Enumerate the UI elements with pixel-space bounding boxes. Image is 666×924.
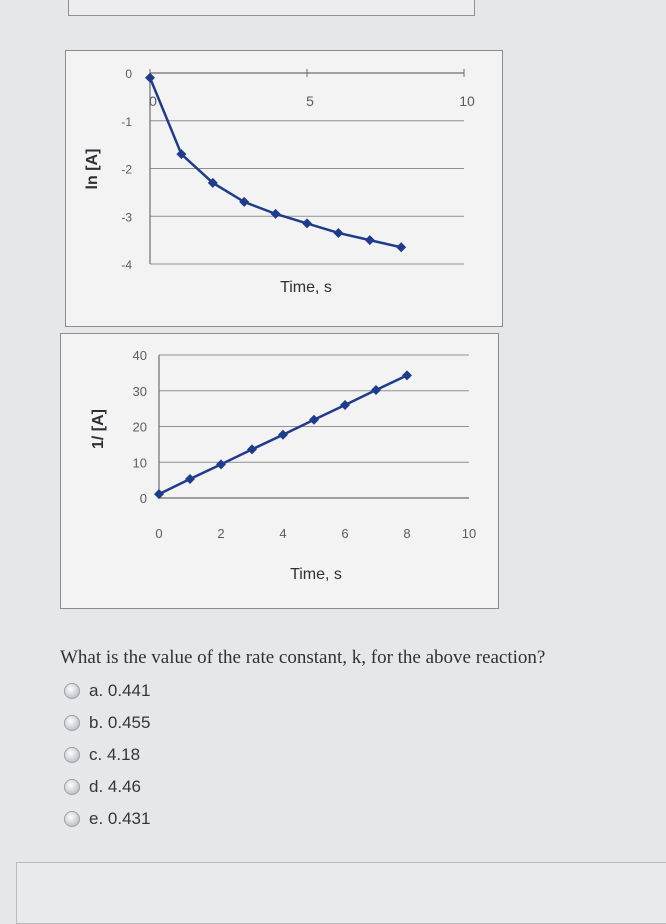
radio-button[interactable] bbox=[64, 747, 80, 763]
data-point bbox=[371, 385, 381, 396]
data-point bbox=[302, 218, 312, 229]
x-tick-label: 0 bbox=[155, 526, 162, 541]
data-line bbox=[148, 77, 402, 249]
data-point bbox=[364, 235, 375, 246]
option-d[interactable]: d. 4.46 bbox=[64, 771, 150, 803]
data-point bbox=[216, 459, 226, 470]
x-tick-label: 0 bbox=[149, 93, 157, 109]
data-point bbox=[207, 177, 218, 188]
option-a[interactable]: a. 0.441 bbox=[64, 675, 150, 707]
radio-button[interactable] bbox=[64, 715, 80, 731]
x-tick-label: 10 bbox=[462, 526, 476, 541]
x-axis-title: Time, s bbox=[280, 279, 332, 296]
y-tick-label: -1 bbox=[121, 115, 132, 129]
radio-button[interactable] bbox=[64, 811, 80, 827]
radio-button[interactable] bbox=[64, 779, 80, 795]
option-label: e. 0.431 bbox=[89, 809, 151, 828]
x-tick-label: 8 bbox=[403, 526, 410, 541]
radio-button[interactable] bbox=[64, 683, 80, 699]
data-point bbox=[270, 208, 281, 219]
y-axis-title: 1/ [A] bbox=[90, 409, 107, 449]
data-point bbox=[239, 196, 250, 207]
y-axis-title: ln [A] bbox=[84, 149, 101, 190]
option-label: a. 0.441 bbox=[89, 681, 151, 700]
data-point bbox=[396, 242, 407, 253]
data-point bbox=[247, 444, 257, 455]
data-point bbox=[340, 400, 350, 411]
y-tick-label: -4 bbox=[121, 258, 132, 272]
x-tick-label: 2 bbox=[217, 526, 224, 541]
option-c[interactable]: c. 4.18 bbox=[64, 739, 150, 771]
question-text: What is the value of the rate constant, … bbox=[60, 647, 546, 668]
x-axis-title: Time, s bbox=[290, 566, 342, 583]
option-label: b. 0.455 bbox=[89, 713, 151, 732]
y-tick-label: -2 bbox=[121, 163, 132, 177]
inverse-concentration-chart-svg: 40 30 20 10 0 0 2 4 6 8 10 Time, s 1/ [A] bbox=[90, 348, 476, 583]
option-label: d. 4.46 bbox=[89, 777, 141, 796]
y-tick-label: 20 bbox=[133, 420, 147, 435]
y-tick-label: 10 bbox=[133, 455, 147, 470]
previous-question-box bbox=[68, 0, 475, 16]
inverse-concentration-chart: 40 30 20 10 0 0 2 4 6 8 10 Time, s 1/ [A] bbox=[60, 333, 499, 609]
option-e[interactable]: e. 0.431 bbox=[64, 803, 150, 835]
y-tick-label: 0 bbox=[125, 67, 132, 81]
x-tick-label: 5 bbox=[306, 93, 314, 109]
data-point bbox=[154, 489, 164, 500]
y-tick-label: 40 bbox=[133, 348, 147, 363]
data-point bbox=[185, 474, 195, 485]
data-point bbox=[145, 72, 155, 83]
data-point bbox=[309, 414, 319, 425]
answer-options: a. 0.441 b. 0.455 c. 4.18 d. 4.46 e. 0.4… bbox=[64, 675, 150, 835]
data-point bbox=[333, 227, 344, 238]
option-label: c. 4.18 bbox=[89, 745, 141, 764]
ln-concentration-chart-svg: 0 5 10 0 -1 -2 -3 -4 Time, s ln [A] bbox=[84, 67, 475, 296]
y-tick-label: -3 bbox=[121, 210, 132, 224]
next-section-box bbox=[16, 862, 666, 924]
y-tick-label: 30 bbox=[133, 384, 147, 399]
y-tick-label: 0 bbox=[140, 491, 147, 506]
x-tick-label: 10 bbox=[459, 93, 475, 109]
x-tick-label: 6 bbox=[341, 526, 348, 541]
option-b[interactable]: b. 0.455 bbox=[64, 707, 150, 739]
data-point bbox=[402, 370, 412, 381]
x-tick-label: 4 bbox=[279, 526, 286, 541]
ln-concentration-chart: 0 5 10 0 -1 -2 -3 -4 Time, s ln [A] bbox=[65, 50, 503, 327]
data-point bbox=[278, 429, 288, 440]
data-point bbox=[176, 149, 187, 160]
